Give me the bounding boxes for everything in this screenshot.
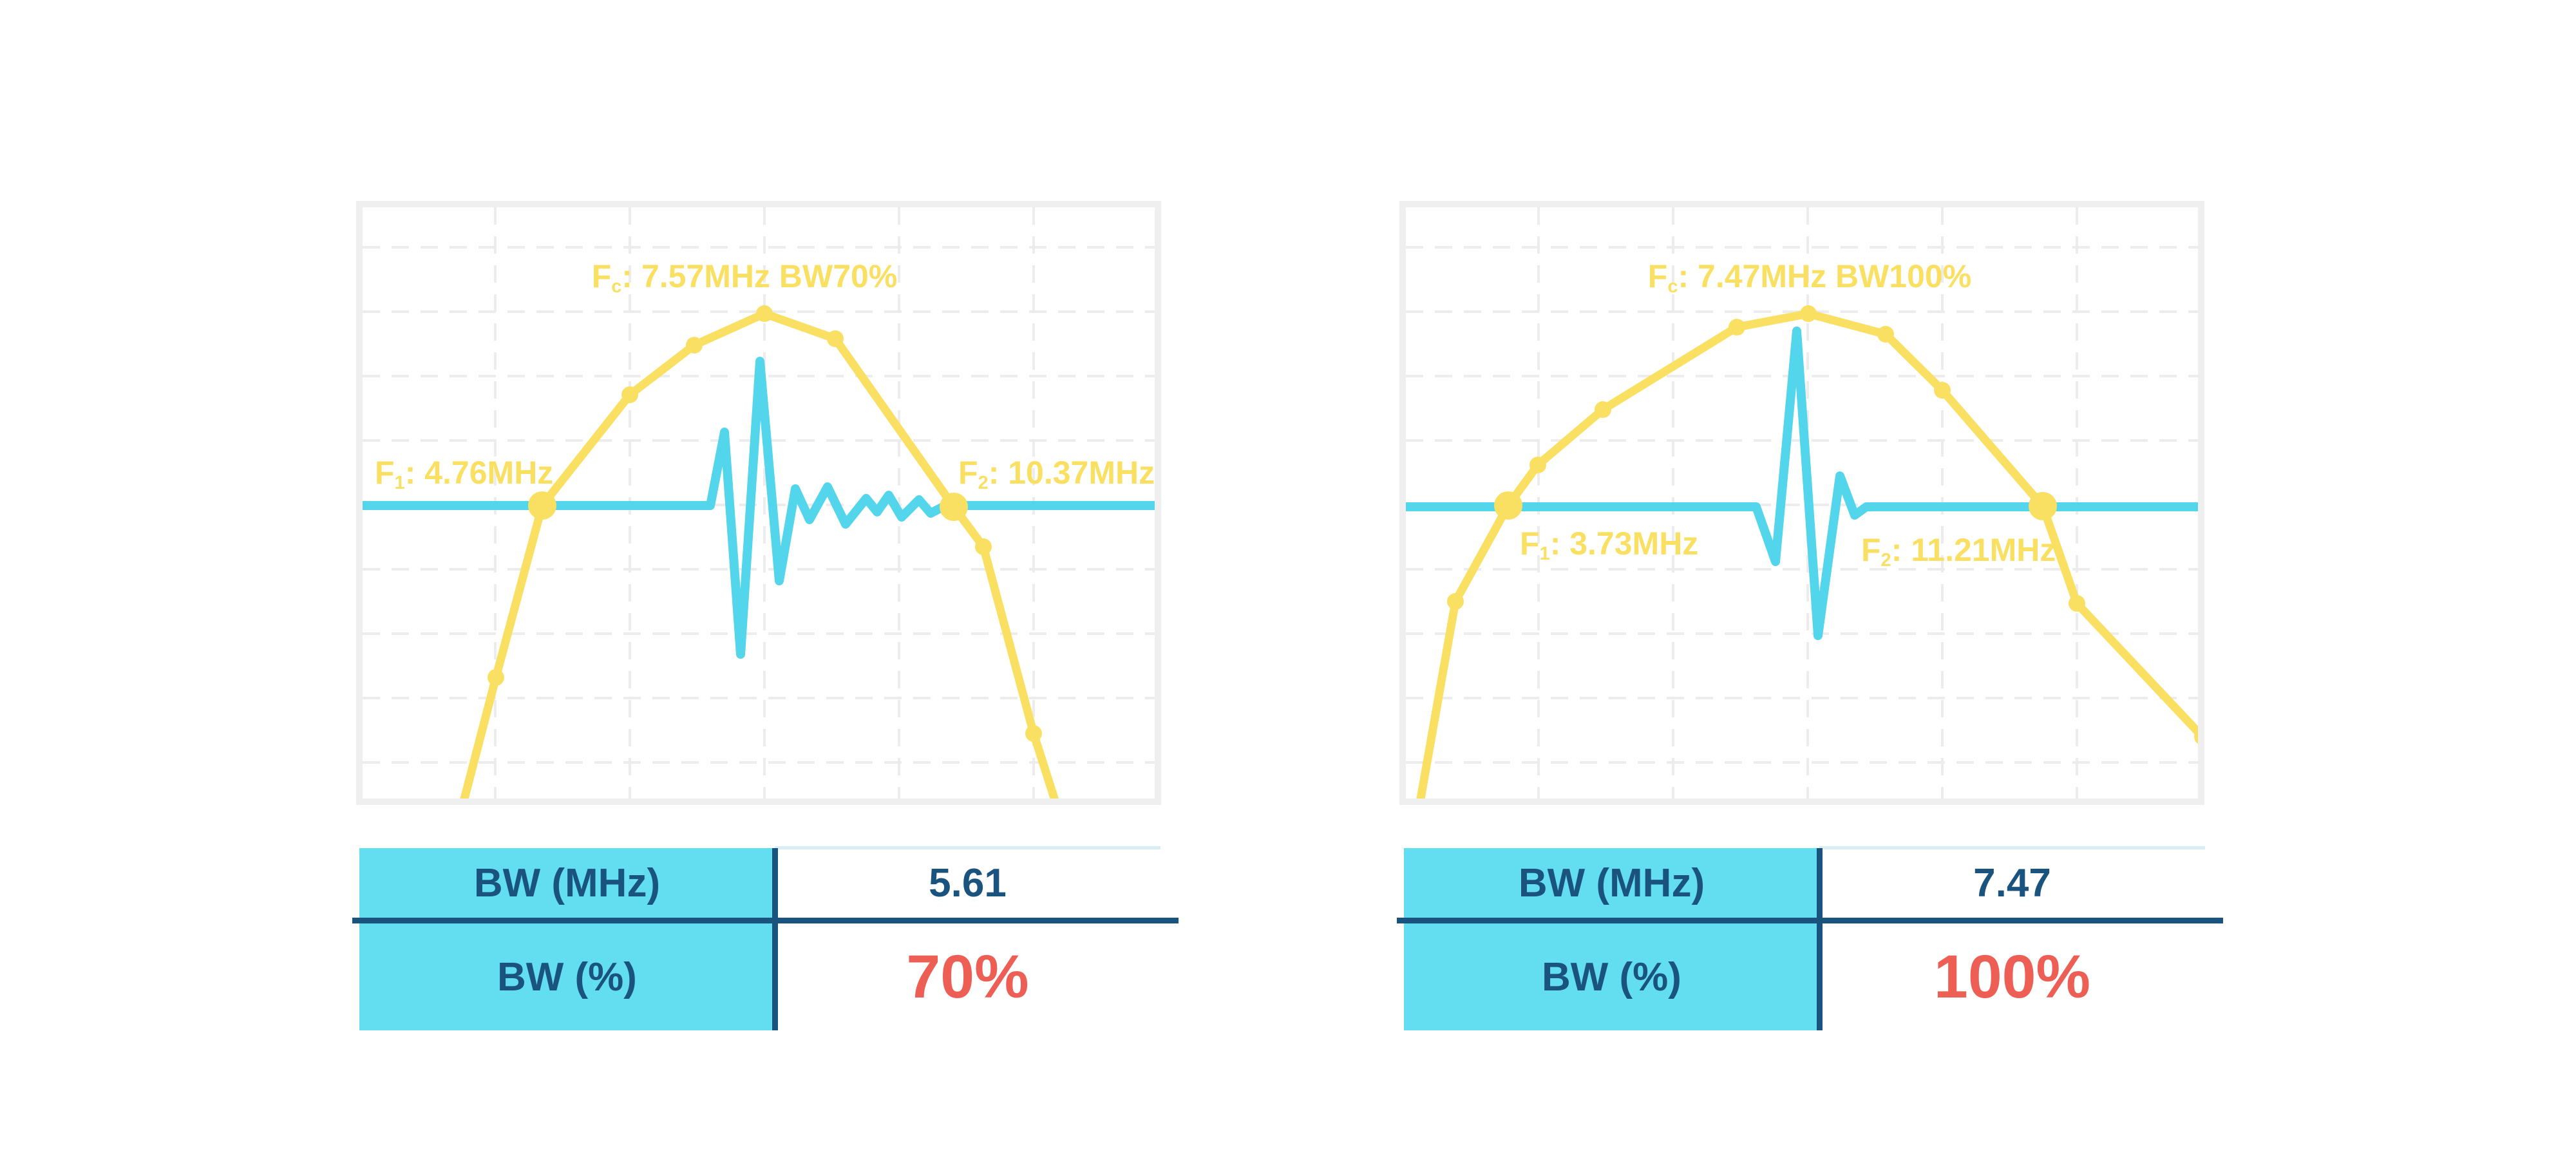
fc-symbol: F	[591, 258, 612, 294]
f1-label: F1: 3.73MHz	[1520, 527, 1698, 570]
bw-pct-value-cell: 100%	[1934, 942, 2090, 1011]
cutoff-frequency-point	[940, 493, 968, 521]
fc-subscript: c	[611, 276, 622, 298]
table-top-accent-line	[1819, 846, 2205, 849]
f2-subscript: 2	[1880, 550, 1891, 571]
fc-subscript: c	[1667, 276, 1678, 298]
spectrum-data-point	[1447, 593, 1464, 610]
bw-table-bw100: BW (MHz) BW (%) 7.47 100%	[1397, 846, 2223, 1030]
f2-subscript: 2	[978, 473, 989, 494]
cutoff-frequency-point	[528, 491, 556, 520]
bw-mhz-value-cell: 7.47	[1973, 860, 2051, 905]
spectrum-data-point	[1934, 382, 1951, 399]
bw-pct-header-cell: BW (%)	[497, 954, 637, 999]
table-header-column	[359, 848, 775, 1030]
spectrum-pulse-chart-bw100	[1406, 207, 2198, 799]
fc-symbol: F	[1647, 258, 1668, 294]
f1-symbol: F	[1520, 525, 1540, 562]
chart-plot-area-bw100: Fc: 7.47MHz BW100% F1: 3.73MHz F2: 11.21…	[1406, 207, 2198, 799]
f2-label: F2: 10.37MHz	[958, 457, 1155, 499]
pulse-waveform-curve	[363, 357, 1155, 659]
fc-value-text: : 7.57MHz BW70%	[621, 258, 898, 294]
center-frequency-label: Fc: 7.47MHz BW100%	[1648, 260, 1971, 303]
frequency-spectrum-curve	[1416, 309, 2198, 799]
spectrum-data-point	[2194, 730, 2198, 744]
table-header-column	[1404, 848, 1819, 1030]
f2-label: F2: 11.21MHz	[1861, 534, 2056, 576]
spectrum-data-point	[621, 386, 638, 403]
table-row-divider	[352, 918, 1179, 923]
table-row-divider	[1397, 918, 2223, 923]
pulse-waveform-curve	[1406, 326, 2198, 640]
spectrum-data-point	[975, 538, 992, 555]
center-frequency-label: Fc: 7.57MHz BW70%	[592, 260, 898, 303]
fc-value-text: : 7.47MHz BW100%	[1678, 258, 1972, 294]
f1-value-text: : 3.73MHz	[1549, 525, 1699, 562]
bw-pct-value-cell: 70%	[906, 942, 1029, 1011]
f1-label: F1: 4.76MHz	[375, 457, 553, 499]
bw-mhz-value-cell: 5.61	[929, 860, 1007, 905]
table-top-accent-line	[775, 846, 1160, 849]
table-column-divider	[1817, 848, 1823, 1030]
spectrum-data-point	[686, 337, 703, 354]
bw-mhz-header-cell: BW (MHz)	[473, 860, 661, 905]
f2-value-text: : 11.21MHz	[1891, 532, 2056, 568]
f1-symbol: F	[375, 455, 395, 491]
f2-symbol: F	[1861, 532, 1881, 568]
f1-subscript: 1	[1539, 544, 1550, 565]
spectrum-data-point	[1595, 401, 1611, 418]
bw-mhz-header-cell: BW (MHz)	[1518, 860, 1705, 905]
spectrum-data-point	[2069, 595, 2085, 612]
bw-table-bw70: BW (MHz) BW (%) 5.61 70%	[352, 846, 1179, 1030]
spectrum-data-point	[488, 669, 504, 686]
spectrum-pulse-chart-bw70	[363, 207, 1155, 799]
spectrum-data-point	[1530, 457, 1546, 473]
spectrum-data-point	[1025, 725, 1042, 742]
table-column-divider	[772, 848, 778, 1030]
spectrum-data-point	[1728, 319, 1745, 336]
f2-value-text: : 10.37MHz	[988, 455, 1155, 491]
f1-subscript: 1	[394, 473, 405, 494]
spectrum-data-point	[1800, 305, 1817, 322]
f1-value-text: : 4.76MHz	[404, 455, 554, 491]
bw-pct-header-cell: BW (%)	[1542, 954, 1681, 999]
cutoff-frequency-point	[1494, 491, 1522, 520]
chart-panel-bw70: Fc: 7.57MHz BW70% F1: 4.76MHz F2: 10.37M…	[356, 201, 1161, 805]
cutoff-frequency-point	[2029, 492, 2057, 520]
f2-symbol: F	[958, 455, 978, 491]
spectrum-data-point	[1877, 326, 1894, 343]
chart-plot-area-bw70: Fc: 7.57MHz BW70% F1: 4.76MHz F2: 10.37M…	[363, 207, 1155, 799]
chart-panel-bw100: Fc: 7.47MHz BW100% F1: 3.73MHz F2: 11.21…	[1399, 201, 2204, 805]
spectrum-data-point	[827, 330, 844, 347]
spectrum-data-point	[756, 305, 773, 322]
